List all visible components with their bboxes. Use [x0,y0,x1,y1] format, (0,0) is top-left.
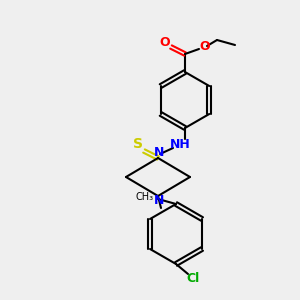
Text: O: O [160,35,170,49]
Text: Cl: Cl [186,272,200,286]
Text: CH₃: CH₃ [136,192,154,202]
Text: NH: NH [169,137,190,151]
Text: O: O [200,40,210,52]
Text: S: S [133,137,143,151]
Text: N: N [154,194,164,208]
Text: N: N [154,146,164,160]
